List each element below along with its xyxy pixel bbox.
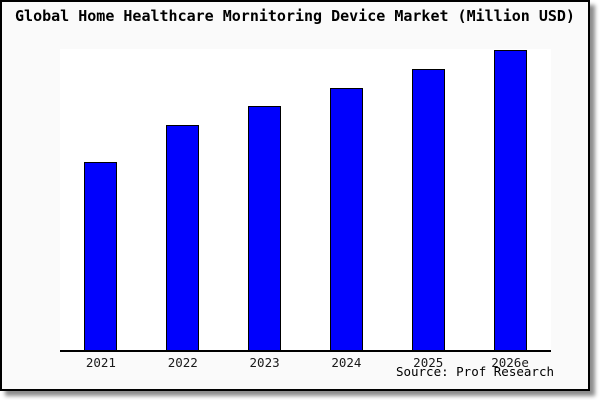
- bar-slot: [387, 49, 469, 350]
- x-tick-label-2024: 2024: [331, 355, 362, 370]
- plot-area: [60, 49, 551, 352]
- bar-slot: [142, 49, 224, 350]
- bar-2021: [84, 162, 118, 350]
- chart-card: Global Home Healthcare Mornitoring Devic…: [0, 0, 590, 391]
- x-tick-label-2025: 2025: [413, 355, 444, 370]
- x-axis-labels: 2021 2022 2023 2024 2025 2026e: [60, 355, 551, 370]
- bar-slot: [305, 49, 387, 350]
- x-tick-label-2023: 2023: [249, 355, 280, 370]
- bar-2024: [329, 88, 363, 350]
- bar-2026e: [493, 50, 527, 350]
- bar-2023: [248, 106, 282, 350]
- bar-2022: [166, 125, 200, 350]
- x-tick-label-2022: 2022: [167, 355, 198, 370]
- bar-slot: [60, 49, 142, 350]
- x-tick-label-2021: 2021: [85, 355, 116, 370]
- x-tick-label-2026e: 2026e: [491, 355, 529, 370]
- chart-title: Global Home Healthcare Mornitoring Devic…: [15, 7, 575, 25]
- bar-2025: [411, 69, 445, 350]
- source-credit: Source: Prof Research: [395, 364, 554, 379]
- bar-slot: [469, 49, 551, 350]
- bar-slot: [224, 49, 306, 350]
